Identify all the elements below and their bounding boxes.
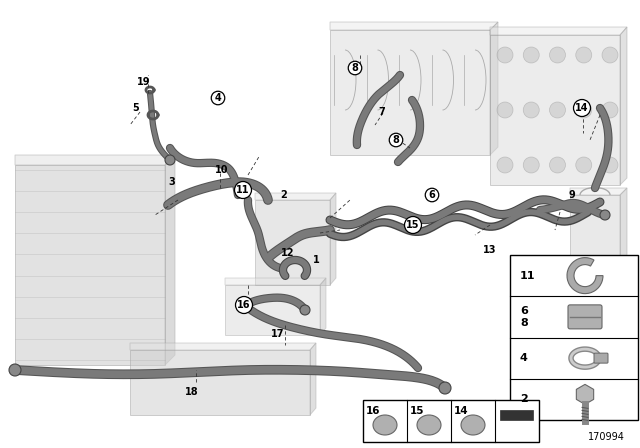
- Text: 1: 1: [312, 255, 319, 265]
- Text: 10: 10: [215, 165, 228, 175]
- Circle shape: [602, 47, 618, 63]
- Circle shape: [9, 364, 21, 376]
- Text: 19: 19: [137, 77, 151, 87]
- Text: 170994: 170994: [588, 432, 625, 442]
- Text: 16: 16: [237, 300, 251, 310]
- Circle shape: [300, 305, 310, 315]
- Polygon shape: [330, 193, 336, 285]
- Polygon shape: [320, 278, 326, 335]
- Polygon shape: [310, 343, 316, 415]
- Circle shape: [602, 102, 618, 118]
- Polygon shape: [330, 22, 498, 30]
- Circle shape: [600, 210, 610, 220]
- Text: 13: 13: [483, 245, 497, 255]
- Circle shape: [524, 102, 540, 118]
- Polygon shape: [165, 155, 175, 365]
- Circle shape: [165, 155, 175, 165]
- Polygon shape: [500, 410, 533, 420]
- FancyBboxPatch shape: [568, 305, 602, 329]
- Text: 17: 17: [271, 329, 285, 339]
- Polygon shape: [570, 195, 620, 280]
- Text: 18: 18: [185, 387, 199, 397]
- Polygon shape: [255, 193, 336, 200]
- Polygon shape: [15, 165, 165, 365]
- Circle shape: [576, 47, 592, 63]
- Circle shape: [550, 157, 566, 173]
- Circle shape: [550, 47, 566, 63]
- Ellipse shape: [461, 415, 485, 435]
- Text: 12: 12: [281, 248, 295, 258]
- Text: 3: 3: [168, 177, 175, 187]
- Polygon shape: [570, 188, 627, 195]
- Polygon shape: [620, 27, 627, 185]
- Polygon shape: [490, 35, 620, 185]
- Text: 8: 8: [392, 135, 399, 145]
- Text: 4: 4: [520, 353, 528, 363]
- Circle shape: [439, 382, 451, 394]
- Text: 9: 9: [568, 190, 575, 200]
- Polygon shape: [130, 350, 310, 415]
- Polygon shape: [15, 155, 175, 165]
- Circle shape: [576, 157, 592, 173]
- Text: 6: 6: [429, 190, 435, 200]
- Circle shape: [524, 157, 540, 173]
- Polygon shape: [363, 400, 539, 442]
- Text: 14: 14: [575, 103, 589, 113]
- Circle shape: [524, 47, 540, 63]
- Polygon shape: [255, 200, 330, 285]
- Polygon shape: [620, 188, 627, 280]
- Text: 8: 8: [351, 63, 358, 73]
- Text: 15: 15: [410, 406, 424, 416]
- Circle shape: [241, 302, 251, 312]
- Text: 4: 4: [214, 93, 221, 103]
- Polygon shape: [490, 22, 498, 155]
- Circle shape: [550, 102, 566, 118]
- Text: 16: 16: [366, 406, 381, 416]
- Polygon shape: [225, 278, 326, 285]
- Circle shape: [602, 157, 618, 173]
- Circle shape: [497, 157, 513, 173]
- Circle shape: [497, 102, 513, 118]
- Ellipse shape: [417, 415, 441, 435]
- Circle shape: [576, 102, 592, 118]
- Text: 14: 14: [454, 406, 468, 416]
- Text: 2: 2: [280, 190, 287, 200]
- Text: 11: 11: [520, 271, 536, 280]
- Circle shape: [497, 47, 513, 63]
- Polygon shape: [490, 27, 627, 35]
- Text: 7: 7: [379, 107, 385, 117]
- Ellipse shape: [373, 415, 397, 435]
- Polygon shape: [225, 285, 320, 335]
- FancyBboxPatch shape: [594, 353, 608, 363]
- Wedge shape: [567, 258, 603, 293]
- Text: 5: 5: [132, 103, 140, 113]
- Text: 11: 11: [236, 185, 250, 195]
- Text: 2: 2: [520, 394, 528, 405]
- Text: 6
8: 6 8: [520, 306, 528, 327]
- Polygon shape: [510, 255, 638, 420]
- Polygon shape: [330, 30, 490, 155]
- Polygon shape: [130, 343, 316, 350]
- Text: 15: 15: [406, 220, 420, 230]
